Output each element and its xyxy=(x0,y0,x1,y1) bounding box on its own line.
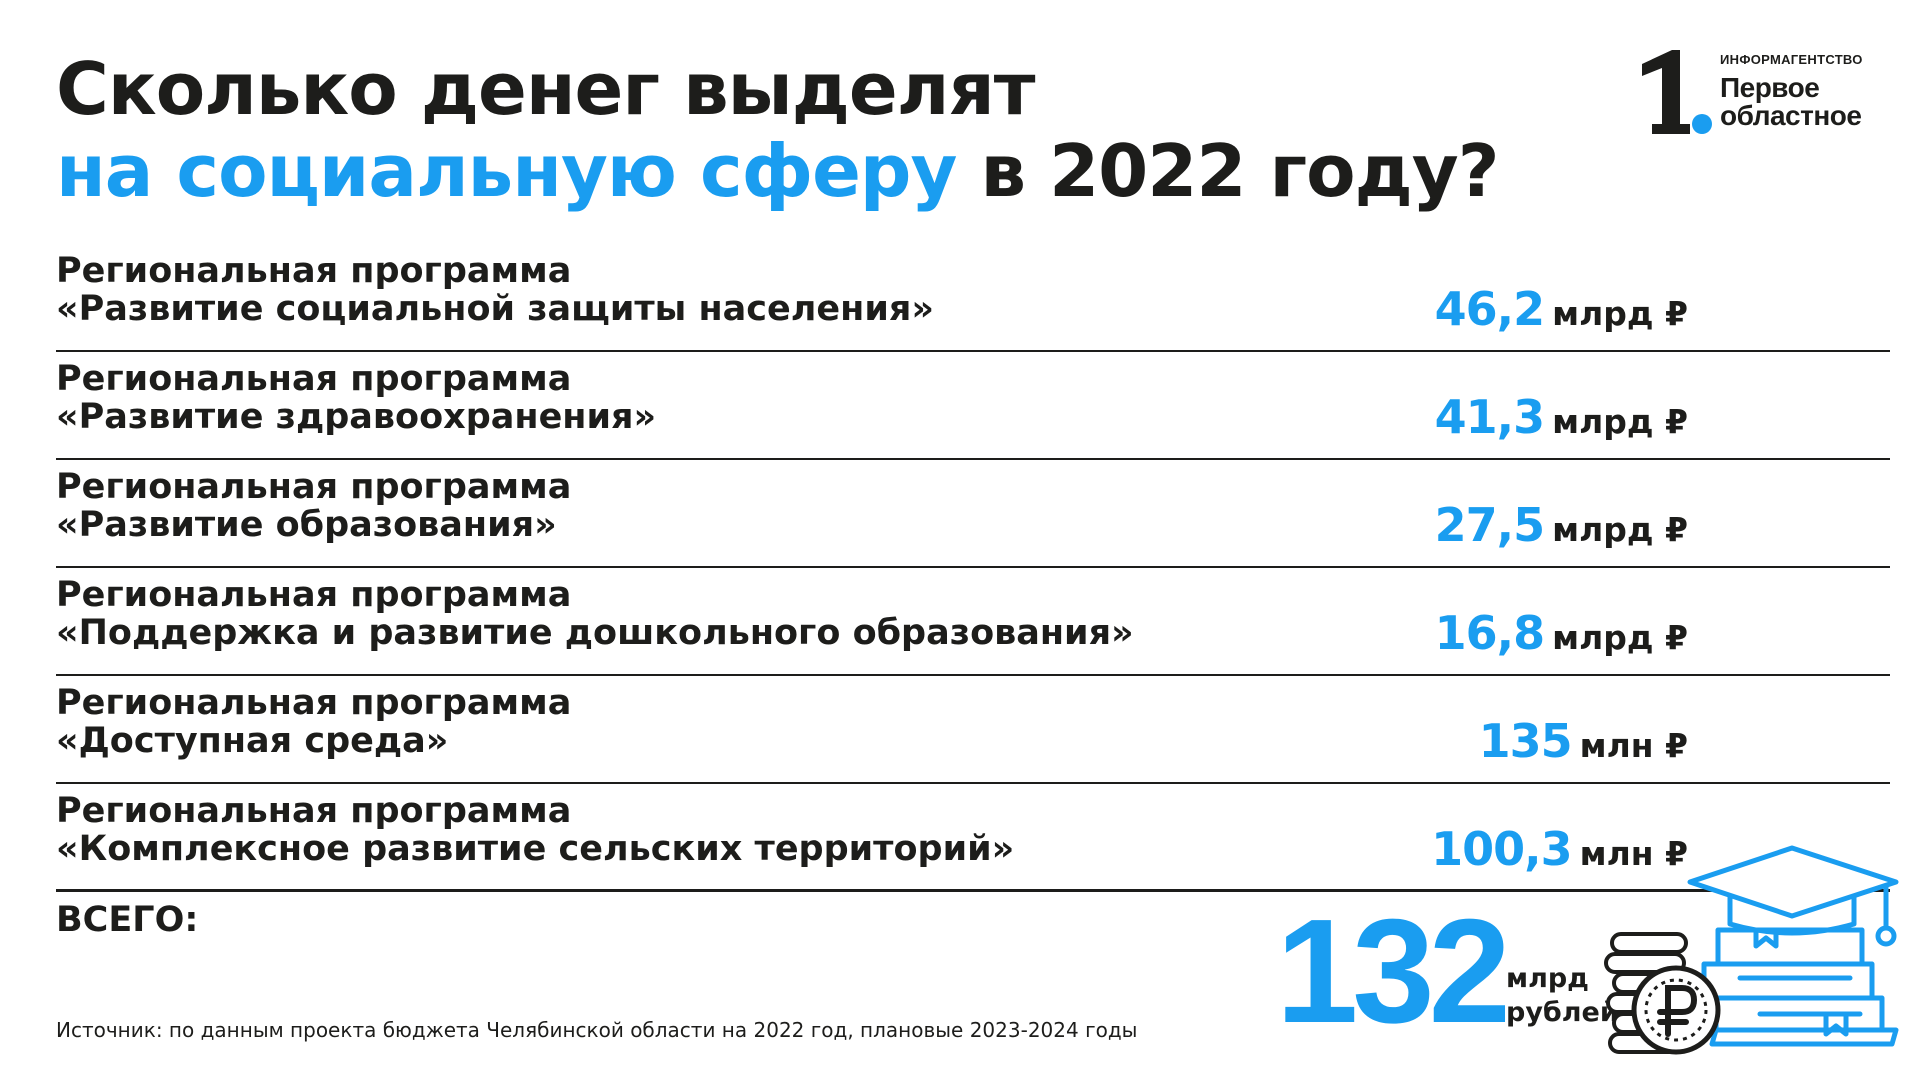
program-label: Региональная программа «Поддержка и разв… xyxy=(56,576,1134,652)
programs-table: Региональная программа «Развитие социаль… xyxy=(56,244,1890,892)
program-row: Региональная программа «Развитие социаль… xyxy=(56,244,1890,352)
program-label-line-2: «Поддержка и развитие дошкольного образо… xyxy=(56,613,1134,653)
program-label-line-2: «Развитие социальной защиты населения» xyxy=(56,289,934,329)
program-label-line-1: Региональная программа xyxy=(56,467,572,507)
program-amount: 41,3 млрд ₽ xyxy=(1435,390,1688,444)
program-amount-unit: млн ₽ xyxy=(1579,834,1688,873)
program-amount-unit: млн ₽ xyxy=(1579,726,1688,765)
title-line-2: в 2022 году? xyxy=(956,129,1499,213)
budget-illustration xyxy=(1604,845,1899,1055)
total-unit: млрд рублей xyxy=(1506,962,1619,1030)
title-accent: на социальную сферу xyxy=(56,129,957,213)
title-line-1: Сколько денег выделят xyxy=(56,47,1035,131)
program-label-line-1: Региональная программа xyxy=(56,683,572,723)
program-amount: 100,3 млн ₽ xyxy=(1431,822,1688,876)
program-amount-unit: млрд ₽ xyxy=(1552,510,1688,549)
program-label: Региональная программа «Развитие образов… xyxy=(56,468,571,544)
total-label: ВСЕГО: xyxy=(56,900,199,940)
program-label: Региональная программа «Развитие социаль… xyxy=(56,252,934,328)
program-amount-unit: млрд ₽ xyxy=(1552,402,1688,441)
program-label-line-2: «Доступная среда» xyxy=(56,721,449,761)
program-label: Региональная программа «Развитие здравоо… xyxy=(56,360,656,436)
total-unit-line-1: млрд xyxy=(1506,963,1589,994)
total-value: 132 xyxy=(1276,889,1511,1054)
ruble-coin-icon xyxy=(1631,965,1721,1055)
program-amount-value: 27,5 xyxy=(1434,498,1545,552)
program-label-line-2: «Развитие образования» xyxy=(56,505,557,545)
program-label: Региональная программа «Комплексное разв… xyxy=(56,792,1014,868)
program-row: Региональная программа «Доступная среда»… xyxy=(56,676,1890,784)
program-label-line-2: «Развитие здравоохранения» xyxy=(56,397,657,437)
program-amount-value: 46,2 xyxy=(1434,282,1545,336)
source-note: Источник: по данным проекта бюджета Челя… xyxy=(56,1018,1138,1042)
logo-mark-icon xyxy=(1642,50,1712,134)
program-amount-value: 100,3 xyxy=(1431,822,1573,876)
program-amount-value: 41,3 xyxy=(1434,390,1545,444)
logo-name-line-2: областное xyxy=(1720,100,1862,131)
program-amount-value: 135 xyxy=(1478,714,1573,768)
program-amount: 27,5 млрд ₽ xyxy=(1435,498,1688,552)
total-unit-line-2: рублей xyxy=(1506,997,1619,1028)
program-label-line-1: Региональная программа xyxy=(56,575,572,615)
program-amount: 46,2 млрд ₽ xyxy=(1435,282,1688,336)
program-label-line-1: Региональная программа xyxy=(56,359,572,399)
program-row: Региональная программа «Комплексное разв… xyxy=(56,784,1890,892)
program-amount-unit: млрд ₽ xyxy=(1552,618,1688,657)
book-stack-icon xyxy=(1701,927,1899,1047)
logo-name-line-1: Первое xyxy=(1720,72,1820,103)
program-row: Региональная программа «Развитие образов… xyxy=(56,460,1890,568)
logo-caption: ИНФОРМАГЕНТСТВО xyxy=(1720,52,1863,67)
program-amount: 16,8 млрд ₽ xyxy=(1435,606,1688,660)
program-amount-value: 16,8 xyxy=(1434,606,1545,660)
program-row: Региональная программа «Поддержка и разв… xyxy=(56,568,1890,676)
brand-logo: ИНФОРМАГЕНТСТВО Первое областное xyxy=(1632,50,1892,140)
page-title: Сколько денег выделят на социальную сфер… xyxy=(56,47,1499,213)
program-label-line-1: Региональная программа xyxy=(56,791,572,831)
program-amount-unit: млрд ₽ xyxy=(1552,294,1688,333)
graduation-cap-icon xyxy=(1687,845,1899,947)
program-label-line-2: «Комплексное развитие сельских территори… xyxy=(56,829,1015,869)
program-label: Региональная программа «Доступная среда» xyxy=(56,684,571,760)
program-amount: 135 млн ₽ xyxy=(1479,714,1688,768)
logo-name: Первое областное xyxy=(1720,72,1862,131)
program-label-line-1: Региональная программа xyxy=(56,251,572,291)
program-row: Региональная программа «Развитие здравоо… xyxy=(56,352,1890,460)
